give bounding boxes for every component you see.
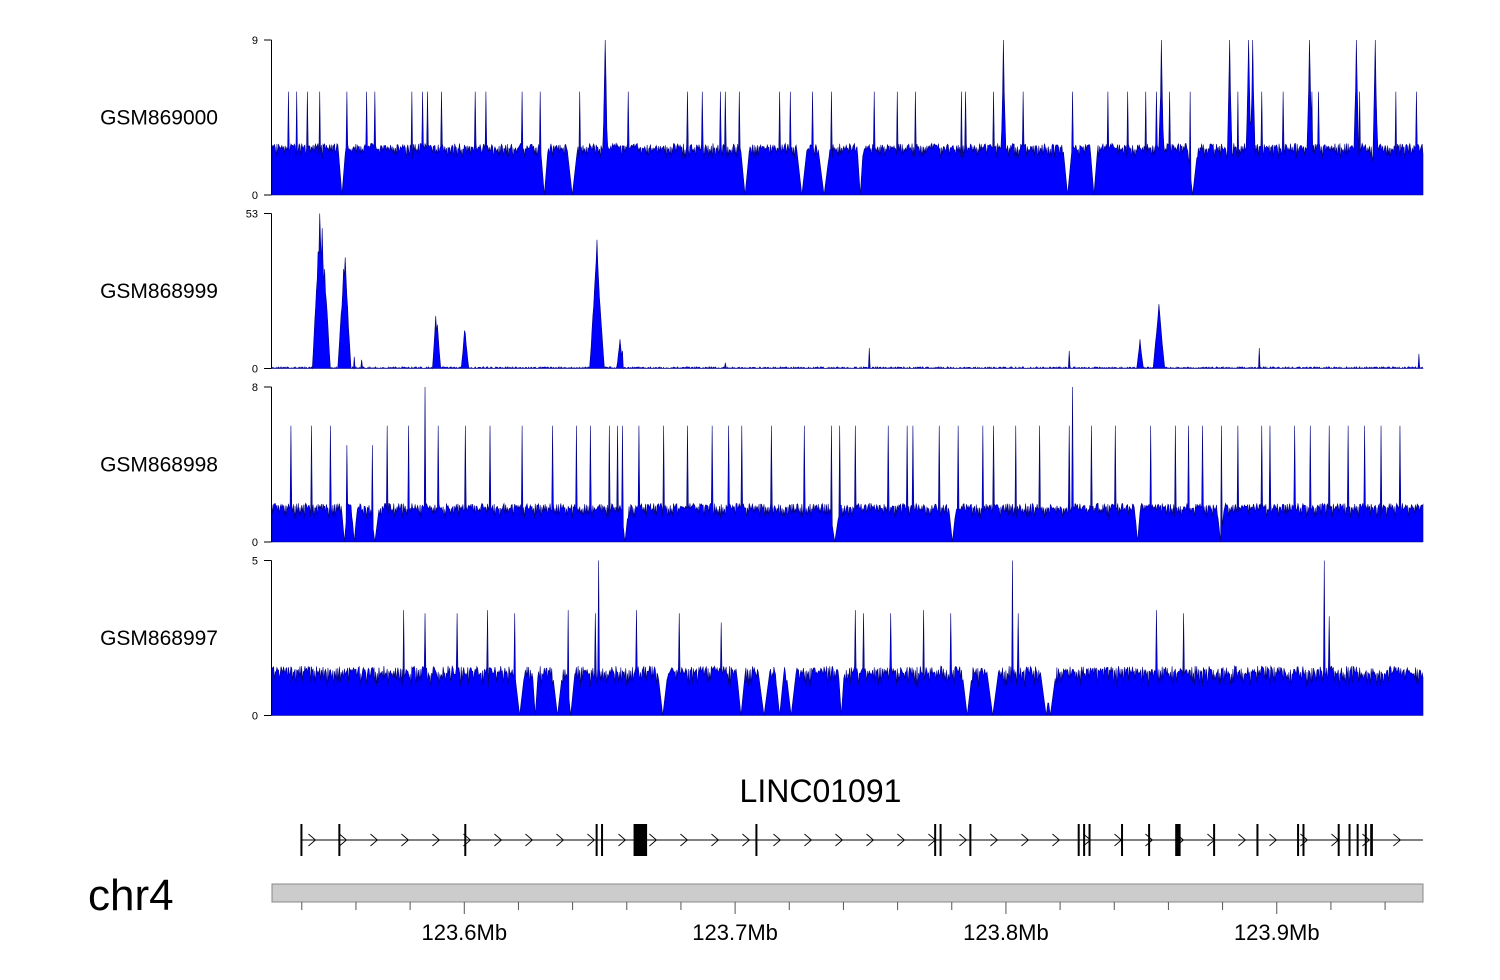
exon <box>1256 824 1259 856</box>
strand-arrow <box>1145 833 1154 847</box>
strand-arrow <box>866 833 875 847</box>
exon <box>1302 824 1305 856</box>
exon <box>1175 824 1181 856</box>
chromosome-ideogram <box>271 883 1424 903</box>
y-tick-label: 9 <box>252 35 258 47</box>
track-GSM868999: GSM868999 53 0 <box>100 209 1424 376</box>
strand-arrow <box>680 833 689 847</box>
x-tick-label: 123.7Mb <box>692 920 778 945</box>
exon <box>338 824 341 856</box>
strand-arrow <box>742 833 751 847</box>
x-tick-label: 123.6Mb <box>421 920 507 945</box>
exon <box>1121 824 1124 856</box>
track-GSM868997: GSM868997 5 0 <box>100 556 1424 723</box>
x-tick-label: 123.9Mb <box>1234 920 1320 945</box>
exon <box>1083 824 1086 856</box>
exon <box>1297 824 1300 856</box>
track-label: GSM868997 <box>100 627 218 650</box>
y-tick-label: 53 <box>246 209 258 221</box>
strand-arrow <box>370 833 379 847</box>
y-tick-label: 8 <box>252 382 258 394</box>
strand-arrow <box>587 833 596 847</box>
exon <box>934 824 937 856</box>
exon <box>464 824 467 856</box>
strand-arrow <box>525 833 534 847</box>
y-tick-label: 0 <box>252 537 258 549</box>
track-label: GSM868998 <box>100 454 218 477</box>
signal-area <box>271 213 1424 370</box>
strand-arrow <box>308 833 317 847</box>
data-tracks: GSM86900090GSM868999530GSM86899880GSM868… <box>100 35 1424 723</box>
exon <box>1370 824 1373 856</box>
genome-axis: chr4 123.6Mb 123.7Mb 123.8Mb 123.9Mb <box>88 871 1424 945</box>
strand-arrow <box>804 833 813 847</box>
chromosome-label: chr4 <box>88 871 174 920</box>
strand-arrow <box>1021 833 1030 847</box>
exon <box>300 824 303 856</box>
exon <box>1356 824 1359 856</box>
strand-arrow <box>649 833 658 847</box>
strand-arrow <box>494 833 503 847</box>
exon <box>939 824 942 856</box>
x-tick-label: 123.8Mb <box>963 920 1049 945</box>
strand-arrow <box>401 833 410 847</box>
strand-arrow <box>1052 833 1061 847</box>
strand-arrow <box>959 833 968 847</box>
exon <box>755 824 758 856</box>
y-tick-label: 0 <box>252 190 258 202</box>
strand-arrow <box>1238 833 1247 847</box>
y-tick-label: 5 <box>252 556 258 568</box>
strand-arrow <box>618 833 627 847</box>
exon <box>1088 824 1091 856</box>
strand-arrow <box>773 833 782 847</box>
strand-arrow <box>990 833 999 847</box>
strand-arrow <box>835 833 844 847</box>
track-label: GSM869000 <box>100 107 218 130</box>
signal-area <box>271 39 1424 196</box>
exon <box>1364 824 1367 856</box>
strand-arrow <box>556 833 565 847</box>
track-GSM869000: GSM869000 9 0 <box>100 35 1424 202</box>
exon <box>1348 824 1351 856</box>
exon <box>633 824 648 856</box>
y-tick-label: 0 <box>252 711 258 723</box>
exon <box>969 824 972 856</box>
exon <box>1213 824 1216 856</box>
signal-area <box>271 386 1424 543</box>
track-label: GSM868999 <box>100 280 218 303</box>
strand-arrow <box>339 833 348 847</box>
track-GSM868998: GSM868998 8 0 <box>100 382 1424 549</box>
exon <box>595 824 598 856</box>
exon <box>1148 824 1151 856</box>
gene-track: LINC01091 <box>300 773 1423 856</box>
exon <box>1077 824 1080 856</box>
strand-arrow <box>1269 833 1278 847</box>
gene-name-label: LINC01091 <box>740 773 902 809</box>
strand-arrow <box>1393 833 1402 847</box>
exon <box>1337 824 1340 856</box>
exon <box>601 824 604 856</box>
strand-arrow <box>897 833 906 847</box>
strand-arrow <box>432 833 441 847</box>
signal-area <box>271 560 1424 716</box>
y-tick-label: 0 <box>252 364 258 376</box>
strand-arrow <box>711 833 720 847</box>
